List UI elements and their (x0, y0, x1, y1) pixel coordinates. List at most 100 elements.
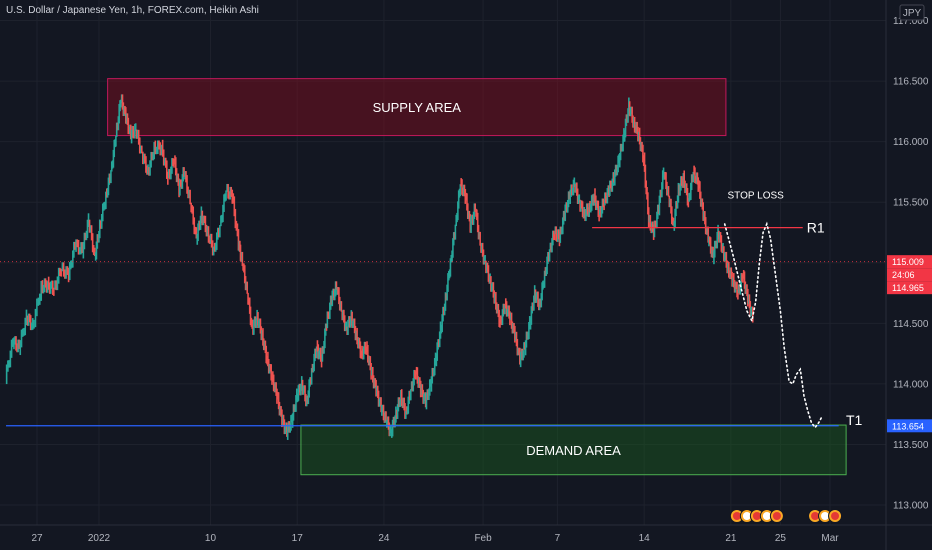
candle (457, 190, 460, 209)
candle (495, 302, 498, 314)
candle (498, 309, 500, 327)
event-layer[interactable] (729, 509, 843, 523)
candle (396, 404, 399, 419)
candle (280, 406, 282, 417)
candle (627, 108, 629, 123)
candle (438, 339, 440, 348)
candle (485, 262, 488, 274)
projection-layer (723, 221, 823, 429)
candle (645, 180, 648, 195)
candle (719, 232, 722, 243)
y-tick-label: 114.000 (893, 379, 929, 390)
candle (330, 295, 333, 305)
candle (694, 175, 697, 184)
candle (47, 276, 50, 290)
candle (281, 414, 284, 427)
candle (534, 289, 537, 303)
candle (606, 188, 609, 204)
candle (726, 260, 728, 274)
candle (215, 232, 218, 250)
candle (491, 282, 494, 291)
candle (675, 201, 677, 217)
y-tick-label: 116.000 (893, 137, 929, 148)
candle (523, 342, 525, 358)
price-label-box (887, 268, 932, 282)
candle (216, 227, 219, 240)
candle (38, 293, 41, 305)
candle (94, 252, 97, 261)
candle (394, 415, 396, 428)
candle (291, 414, 293, 423)
currency-badge[interactable] (899, 4, 925, 21)
candle (511, 321, 514, 334)
candle (660, 189, 662, 198)
candle (133, 131, 135, 139)
candle (530, 306, 533, 325)
candle (561, 217, 564, 235)
candle (618, 154, 620, 163)
candle (311, 363, 314, 373)
candle (462, 184, 465, 197)
candle (148, 167, 150, 176)
candle (264, 340, 267, 354)
candle (635, 121, 638, 134)
candle (733, 280, 736, 293)
candle (518, 347, 520, 356)
candle (613, 172, 615, 183)
candle (171, 158, 173, 174)
candle (178, 178, 180, 198)
candle (703, 211, 705, 221)
currency-label: JPY (903, 8, 922, 19)
candle (355, 330, 358, 341)
candle (696, 172, 699, 185)
candle (654, 220, 657, 228)
candle (181, 174, 184, 189)
candle (285, 422, 287, 433)
candle (136, 129, 139, 139)
candle (701, 198, 704, 210)
candle (391, 419, 394, 437)
candle (177, 173, 180, 186)
candle (649, 215, 652, 231)
candle (528, 322, 530, 340)
price-label-text: 114.965 (892, 283, 924, 293)
candle (479, 231, 481, 246)
candle (705, 226, 708, 235)
candle (646, 187, 648, 200)
candle (103, 202, 105, 211)
candle (381, 404, 383, 416)
candle (554, 226, 557, 235)
candle (34, 308, 37, 328)
candle (508, 305, 510, 319)
candle (429, 379, 432, 387)
candle (570, 184, 572, 197)
candle (532, 302, 534, 311)
candle (296, 393, 299, 402)
candle (107, 177, 110, 196)
candle (484, 255, 486, 263)
candle (675, 201, 678, 209)
candle (515, 331, 518, 347)
candle (44, 278, 47, 288)
candle (388, 422, 391, 437)
candle (128, 126, 130, 135)
candle (547, 251, 550, 262)
candle (564, 204, 567, 222)
candle (546, 256, 548, 275)
candle (577, 195, 580, 204)
candle (380, 397, 382, 413)
candle (85, 230, 88, 241)
candle (114, 139, 116, 148)
candle (446, 284, 448, 301)
candle (161, 139, 164, 157)
candle (664, 171, 667, 180)
candle (106, 188, 108, 198)
candle (358, 337, 361, 349)
candle (209, 233, 212, 244)
candle (507, 305, 510, 317)
candle (14, 336, 16, 345)
candle (742, 274, 744, 283)
candle (590, 203, 592, 213)
candle (210, 233, 213, 248)
candle (208, 235, 211, 244)
